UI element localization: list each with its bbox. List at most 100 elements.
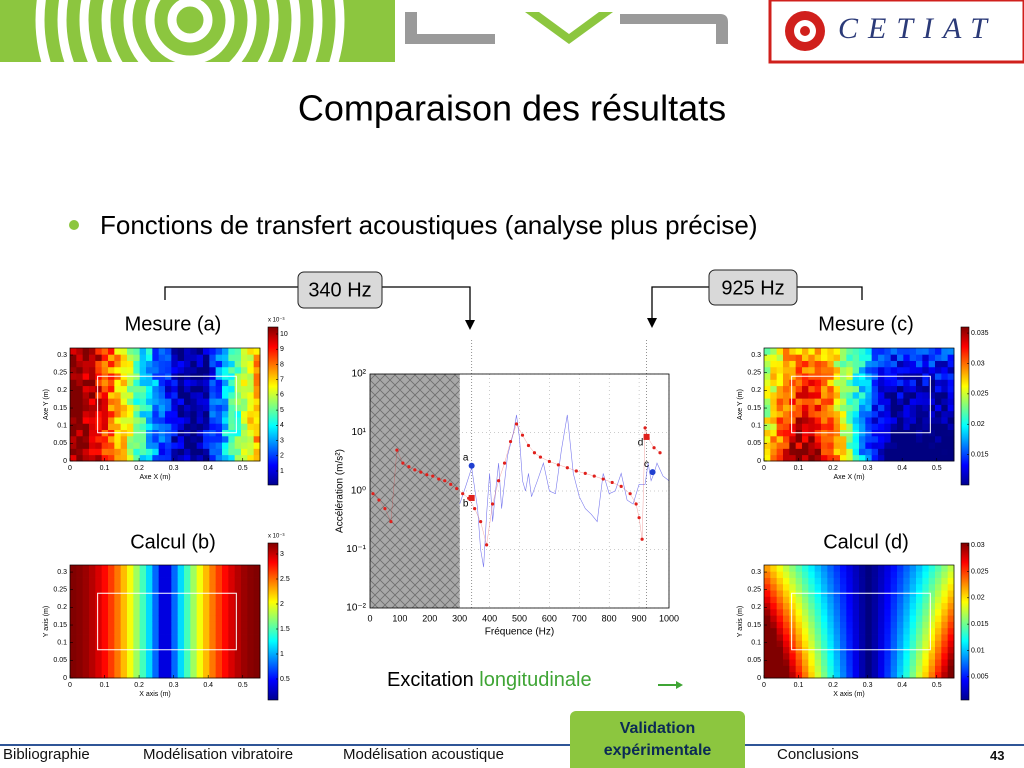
map-cell xyxy=(840,665,847,673)
map-cell xyxy=(789,565,797,572)
map-cell xyxy=(127,379,134,387)
map-cell xyxy=(922,640,930,648)
map-cell xyxy=(95,366,103,374)
map-cell xyxy=(101,435,109,443)
map-cell xyxy=(840,348,847,355)
map-cell xyxy=(114,659,122,666)
map-cell xyxy=(865,577,873,585)
map-cell xyxy=(795,348,803,355)
map-cell xyxy=(89,615,96,622)
map-cell xyxy=(770,621,778,629)
map-y-tick-label: 0.05 xyxy=(747,440,761,447)
map-cell xyxy=(196,608,204,616)
map-cell xyxy=(241,652,248,660)
map-cell xyxy=(833,398,841,405)
map-cell xyxy=(95,435,103,443)
map-cell xyxy=(234,665,242,673)
map-cell xyxy=(928,360,936,368)
map-cell xyxy=(770,608,778,616)
map-cell xyxy=(789,634,797,641)
map-cell xyxy=(209,571,217,578)
model-point xyxy=(443,479,447,483)
map-cell xyxy=(101,583,109,591)
map-cell xyxy=(871,565,879,572)
map-cell xyxy=(234,360,242,368)
map-cell xyxy=(108,454,115,462)
map-cell xyxy=(935,435,942,443)
map-cell xyxy=(228,671,236,679)
model-point xyxy=(619,484,623,488)
map-cell xyxy=(165,423,172,431)
model-point xyxy=(574,469,578,473)
map-cell xyxy=(152,404,160,412)
map-cell xyxy=(158,435,166,443)
map-cell xyxy=(909,596,917,604)
map-cell xyxy=(241,354,248,361)
map-cell xyxy=(222,583,229,591)
map-cell xyxy=(152,565,160,572)
map-cell xyxy=(139,602,147,610)
map-cell xyxy=(253,398,261,405)
map-cell xyxy=(827,385,835,393)
x-tick-label: 1000 xyxy=(659,613,679,623)
map-cell xyxy=(203,640,210,648)
map-cell xyxy=(203,404,210,412)
map-cell xyxy=(922,398,930,405)
map-cell xyxy=(146,417,153,424)
map-cell xyxy=(253,571,261,578)
map-cell xyxy=(909,640,917,648)
map-cell xyxy=(228,621,236,629)
map-cell xyxy=(108,348,115,355)
map-cell xyxy=(158,652,166,660)
map-cell xyxy=(947,354,955,361)
map-cell xyxy=(209,608,217,616)
map-cell xyxy=(89,410,96,418)
nav-tab-active[interactable]: Validation expérimentale xyxy=(570,711,745,768)
map-cell xyxy=(209,659,217,666)
map-cell xyxy=(935,615,942,622)
nav-tab[interactable]: Modélisation acoustique xyxy=(343,746,504,763)
map-cell xyxy=(120,366,128,374)
map-cell xyxy=(127,354,134,361)
map-cell xyxy=(814,385,822,393)
map-cell xyxy=(916,583,923,591)
map-cell xyxy=(222,565,229,572)
map-cell xyxy=(947,360,955,368)
map-cell xyxy=(190,354,198,361)
map-cell xyxy=(247,442,255,449)
map-cell xyxy=(776,423,784,431)
map-cell xyxy=(928,423,936,431)
map-cell xyxy=(783,391,790,399)
map-cell xyxy=(941,590,949,597)
map-cell xyxy=(808,354,816,361)
map-cell xyxy=(821,410,828,418)
map-cell xyxy=(928,429,936,437)
map-cell xyxy=(190,404,198,412)
map-cell xyxy=(776,627,784,635)
nav-tab[interactable]: Conclusions xyxy=(777,746,859,763)
nav-tab[interactable]: Bibliographie xyxy=(3,746,90,763)
map-cell xyxy=(846,596,854,604)
map-cell xyxy=(165,602,172,610)
map-cell xyxy=(909,615,917,622)
map-cell xyxy=(833,640,841,648)
nav-tab[interactable]: Modélisation vibratoire xyxy=(143,746,294,763)
map-cell xyxy=(101,665,109,673)
map-cell xyxy=(922,354,930,361)
map-cell xyxy=(928,385,936,393)
map-cell xyxy=(139,652,147,660)
map-cell xyxy=(808,565,816,572)
map-cell xyxy=(114,398,122,405)
map-cell xyxy=(770,565,778,572)
map-cell xyxy=(884,410,892,418)
map-y-tick-label: 0.25 xyxy=(747,587,761,594)
model-point xyxy=(532,451,537,455)
map-cell xyxy=(146,354,153,361)
map-cell xyxy=(764,366,771,374)
map-cell xyxy=(859,360,866,368)
map-cell xyxy=(108,417,115,424)
map-y-tick-label: 0.3 xyxy=(751,569,761,576)
map-cell xyxy=(127,442,134,449)
map-cell xyxy=(916,608,923,616)
map-cell xyxy=(941,379,949,387)
